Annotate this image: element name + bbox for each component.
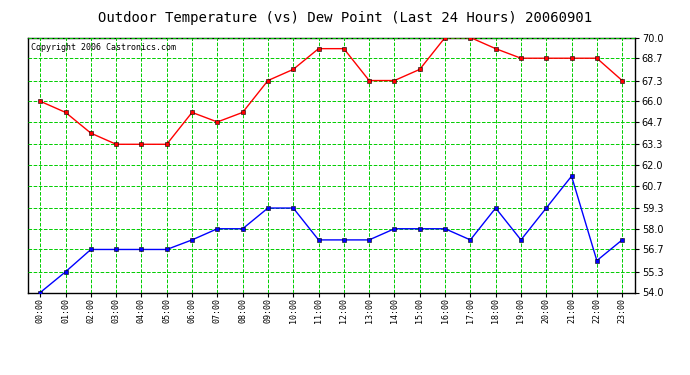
Text: Outdoor Temperature (vs) Dew Point (Last 24 Hours) 20060901: Outdoor Temperature (vs) Dew Point (Last… <box>98 11 592 25</box>
Text: Copyright 2006 Castronics.com: Copyright 2006 Castronics.com <box>30 43 176 52</box>
